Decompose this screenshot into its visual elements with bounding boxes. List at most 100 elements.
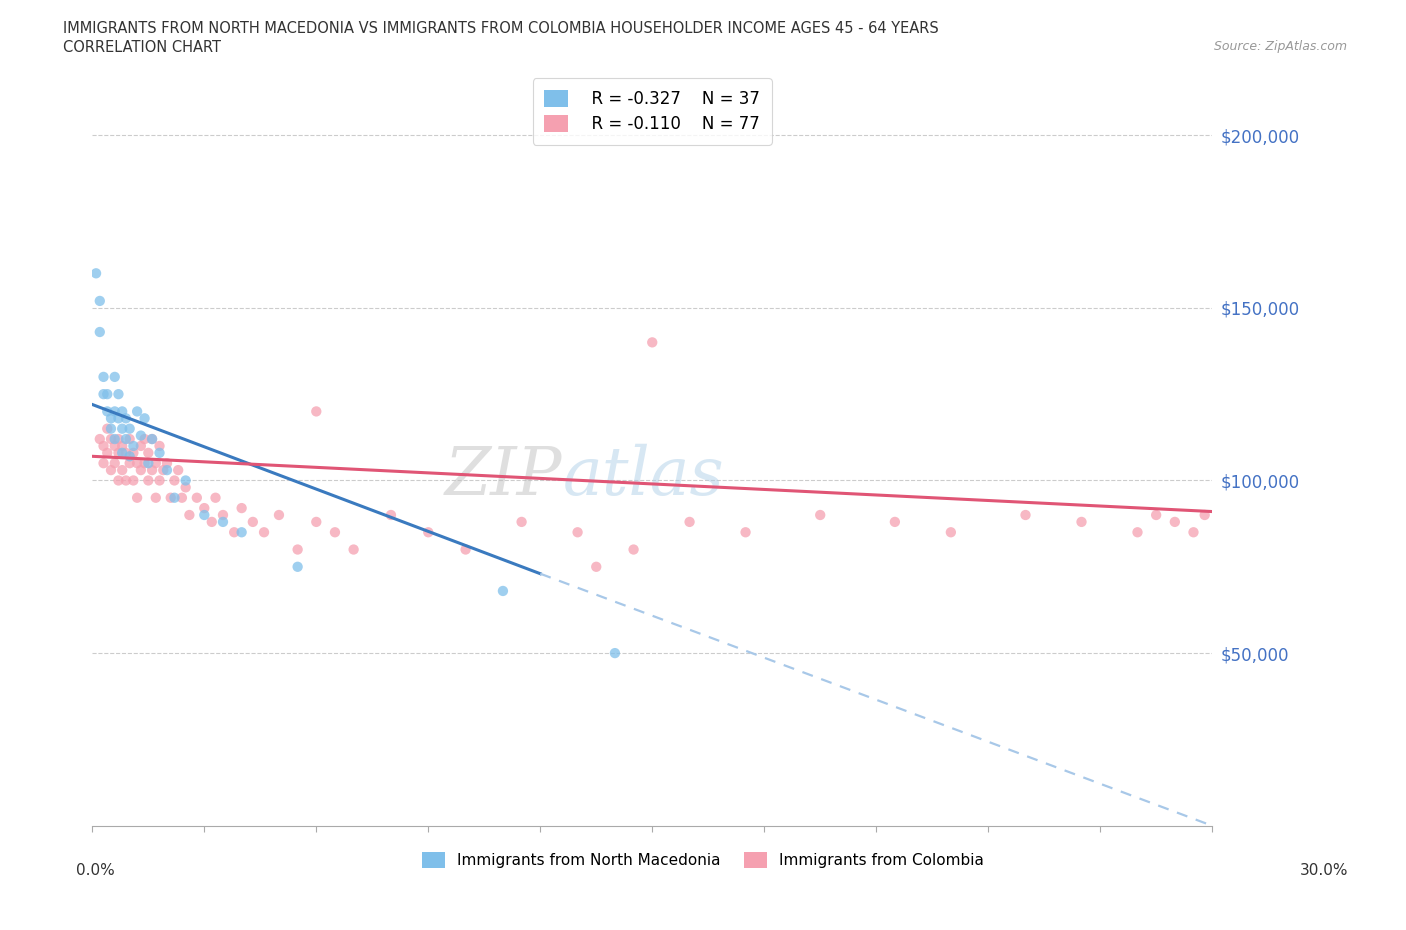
Point bbox=[96, 404, 118, 418]
Text: Source: ZipAtlas.com: Source: ZipAtlas.com bbox=[1213, 40, 1347, 53]
Point bbox=[253, 525, 276, 539]
Point bbox=[163, 490, 186, 505]
Point bbox=[115, 445, 138, 460]
Point bbox=[136, 456, 159, 471]
Point bbox=[454, 542, 477, 557]
Point bbox=[84, 266, 107, 281]
Point bbox=[174, 480, 197, 495]
Point bbox=[96, 387, 118, 402]
Point bbox=[380, 508, 402, 523]
Point bbox=[134, 411, 156, 426]
Point bbox=[585, 559, 607, 574]
Text: 0.0%: 0.0% bbox=[76, 863, 115, 878]
Point bbox=[115, 473, 138, 488]
Text: 30.0%: 30.0% bbox=[1301, 863, 1348, 878]
Point bbox=[129, 428, 152, 443]
Point bbox=[170, 490, 193, 505]
Point bbox=[141, 463, 163, 478]
Point bbox=[152, 463, 174, 478]
Point bbox=[231, 500, 253, 515]
Point bbox=[96, 445, 118, 460]
Point bbox=[111, 439, 134, 454]
Point bbox=[136, 445, 159, 460]
Point bbox=[96, 421, 118, 436]
Point bbox=[603, 645, 626, 660]
Point bbox=[167, 463, 190, 478]
Point bbox=[193, 508, 215, 523]
Point bbox=[104, 404, 127, 418]
Point bbox=[127, 404, 149, 418]
Point bbox=[104, 369, 127, 384]
Point bbox=[134, 432, 156, 446]
Point bbox=[193, 500, 215, 515]
Point bbox=[127, 490, 149, 505]
Point bbox=[567, 525, 589, 539]
Point bbox=[93, 439, 115, 454]
Point bbox=[641, 335, 664, 350]
Point bbox=[93, 456, 115, 471]
Point bbox=[1126, 525, 1149, 539]
Point bbox=[100, 463, 122, 478]
Point bbox=[201, 514, 224, 529]
Point bbox=[107, 445, 129, 460]
Point bbox=[163, 473, 186, 488]
Point bbox=[111, 445, 134, 460]
Point bbox=[127, 456, 149, 471]
Point bbox=[104, 456, 127, 471]
Point bbox=[323, 525, 346, 539]
Point bbox=[418, 525, 440, 539]
Text: ZIP: ZIP bbox=[446, 444, 562, 509]
Point bbox=[623, 542, 645, 557]
Point bbox=[1182, 525, 1205, 539]
Point bbox=[136, 473, 159, 488]
Point bbox=[492, 583, 515, 598]
Point bbox=[179, 508, 201, 523]
Point bbox=[122, 473, 145, 488]
Point bbox=[89, 432, 111, 446]
Point bbox=[89, 294, 111, 309]
Point bbox=[115, 432, 138, 446]
Point bbox=[224, 525, 246, 539]
Point bbox=[678, 514, 700, 529]
Point bbox=[118, 432, 141, 446]
Point bbox=[118, 456, 141, 471]
Point bbox=[122, 445, 145, 460]
Point bbox=[89, 325, 111, 339]
Point bbox=[267, 508, 290, 523]
Point bbox=[148, 445, 170, 460]
Point bbox=[141, 432, 163, 446]
Point bbox=[287, 559, 309, 574]
Point bbox=[156, 463, 179, 478]
Point bbox=[100, 432, 122, 446]
Point bbox=[343, 542, 366, 557]
Point bbox=[939, 525, 962, 539]
Point bbox=[1194, 508, 1216, 523]
Point bbox=[1070, 514, 1092, 529]
Legend:   R = -0.327    N = 37,   R = -0.110    N = 77: R = -0.327 N = 37, R = -0.110 N = 77 bbox=[533, 78, 772, 144]
Point bbox=[156, 456, 179, 471]
Point bbox=[231, 525, 253, 539]
Point bbox=[808, 508, 831, 523]
Point bbox=[129, 463, 152, 478]
Point bbox=[734, 525, 756, 539]
Point bbox=[141, 432, 163, 446]
Text: CORRELATION CHART: CORRELATION CHART bbox=[63, 40, 221, 55]
Point bbox=[111, 463, 134, 478]
Point bbox=[510, 514, 533, 529]
Point bbox=[186, 490, 208, 505]
Point bbox=[1164, 514, 1187, 529]
Text: atlas: atlas bbox=[562, 444, 724, 509]
Point bbox=[1014, 508, 1036, 523]
Point bbox=[242, 514, 264, 529]
Point bbox=[122, 439, 145, 454]
Point bbox=[111, 421, 134, 436]
Point bbox=[100, 411, 122, 426]
Point bbox=[212, 508, 235, 523]
Legend: Immigrants from North Macedonia, Immigrants from Colombia: Immigrants from North Macedonia, Immigra… bbox=[416, 845, 990, 874]
Point bbox=[107, 411, 129, 426]
Point bbox=[287, 542, 309, 557]
Point bbox=[883, 514, 905, 529]
Point bbox=[104, 432, 127, 446]
Point bbox=[148, 439, 170, 454]
Point bbox=[93, 387, 115, 402]
